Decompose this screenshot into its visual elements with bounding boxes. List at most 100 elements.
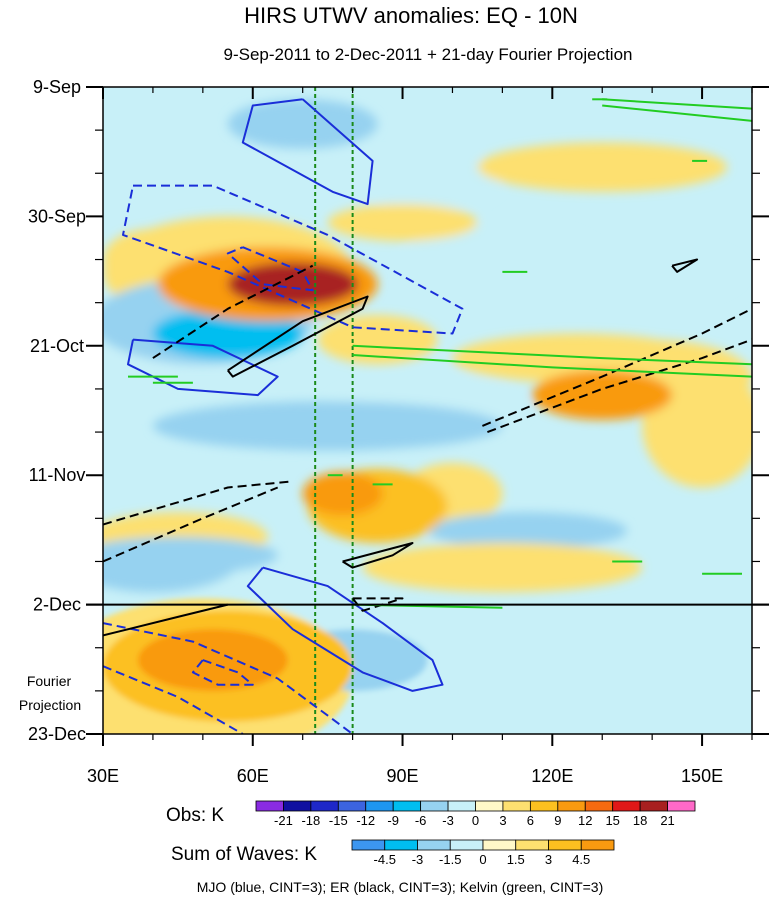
obs-colorbar-swatch [283,800,312,812]
kelvin-contour [352,344,752,366]
obs-colorbar-swatch [337,800,367,812]
obs-colorbar-swatch [667,800,696,812]
obs-colorbar-label: -9 [387,813,399,828]
waves-colorbar: -4.5 -3 -1.5 0 1.5 3 4.5 [351,839,615,867]
chart-title: HIRS UTWV anomalies: EQ - 10N [244,3,578,28]
obs-colorbar-swatch [639,800,668,812]
obs-colorbar-label: -21 [274,813,293,828]
waves-colorbar-label: 4.5 [572,852,590,867]
anomaly-blob [317,314,438,365]
obs-colorbar-swatch [529,800,559,812]
er-contour [482,307,752,427]
anomaly-blob [362,542,643,593]
contour-footer: MJO (blue, CINT=3); ER (black, CINT=3); … [197,879,604,895]
wave-contours [103,98,752,734]
obs-colorbar-swatch [502,800,531,812]
waves-colorbar-swatch [580,839,615,851]
kelvin-contour [352,354,752,378]
obs-colorbar-swatch [475,800,504,812]
obs-colorbar-label: 6 [527,813,534,828]
mjo-contour [191,659,254,686]
obs-colorbar-swatch [557,800,586,812]
obs-colorbar-label: 15 [605,813,619,828]
plot-frame [102,86,753,735]
kelvin-contour [602,104,752,122]
er-contour [671,258,699,273]
waves-colorbar-swatch [515,839,549,851]
anomaly-blob [477,142,728,192]
er-contour [103,603,229,637]
waves-colorbar-swatch [548,839,582,851]
projection-label-line1: Fourier [27,673,72,689]
waves-colorbar-swatch [384,839,418,851]
y-tick-label: 11-Nov [29,465,86,485]
er-contour [152,264,314,359]
anomaly-blob [103,351,168,414]
obs-colorbar-label: -15 [329,813,348,828]
obs-colorbar-swatch [420,800,449,812]
waves-colorbar-swatch [449,839,484,851]
anomaly-blob [562,241,743,303]
waves-colorbar-label: 3 [545,852,552,867]
obs-colorbar-label: 9 [554,813,561,828]
obs-anomaly-field [103,99,752,593]
mjo-contour [241,98,374,206]
waves-colorbar-swatch [351,839,386,851]
obs-colorbar-label: 21 [660,813,674,828]
x-tick-label: 90E [387,766,419,786]
anomaly-blob [402,222,603,297]
waves-colorbar-label: -4.5 [374,852,396,867]
waves-colorbar-label: 0 [479,852,486,867]
obs-colorbar-label: 0 [472,813,479,828]
mjo-contour [127,338,279,397]
er-contour [103,486,279,563]
obs-colorbar-label: -12 [356,813,375,828]
anomaly-blob [352,148,503,211]
projection-blob [137,629,288,691]
anomaly-blob [427,512,628,550]
er-contour [342,542,414,569]
x-axis: 30E 60E 90E 120E 150E [87,87,753,786]
mjo-contour [122,184,464,335]
waves-colorbar-label: -3 [412,852,424,867]
mjo-contour [226,246,314,292]
obs-colorbar-swatch [365,800,394,812]
x-tick-label: 120E [531,766,573,786]
obs-legend-label: Obs: K [166,805,224,826]
reference-longitude-lines [314,87,354,734]
waves-colorbar-label: -1.5 [439,852,461,867]
x-tick-label: 30E [87,766,119,786]
waves-colorbar-swatch [417,839,451,851]
y-tick-label: 23-Dec [28,724,86,744]
y-tick-label: 9-Sep [33,77,81,97]
projection-label-line2: Projection [19,697,81,713]
anomaly-blob [227,99,378,149]
mjo-contour [103,665,244,734]
anomaly-blob [152,401,503,451]
er-contour [103,480,293,526]
er-contour [487,338,752,434]
anomaly-blob [103,536,278,574]
obs-colorbar-swatch [392,800,422,812]
anomaly-blob [227,262,358,306]
y-tick-label: 2-Dec [33,595,81,615]
y-tick-label: 21-Oct [30,336,84,356]
obs-colorbar-swatch [255,800,284,812]
y-axis: 9-Sep 30-Sep 21-Oct 11-Nov 2-Dec 23-Dec [28,77,769,744]
obs-colorbar-swatch [612,800,641,812]
obs-colorbar-label: 3 [499,813,506,828]
chart-subtitle: 9-Sep-2011 to 2-Dec-2011 + 21-day Fourie… [223,45,632,64]
anomaly-blob [327,204,478,242]
x-tick-label: 60E [237,766,269,786]
obs-colorbar-swatch [584,800,614,812]
y-tick-label: 30-Sep [28,206,86,226]
kelvin-contour [602,98,752,110]
obs-colorbar: -21 -18 -15 -12 -9 -6 -3 0 3 6 9 12 15 18 21 [255,800,696,828]
projection-anomaly-field [103,598,453,734]
waves-colorbar-label: 1.5 [507,852,525,867]
er-contour [227,295,369,378]
mjo-contour [103,622,354,734]
obs-colorbar-swatch [447,800,476,812]
obs-colorbar-label: -18 [301,813,320,828]
